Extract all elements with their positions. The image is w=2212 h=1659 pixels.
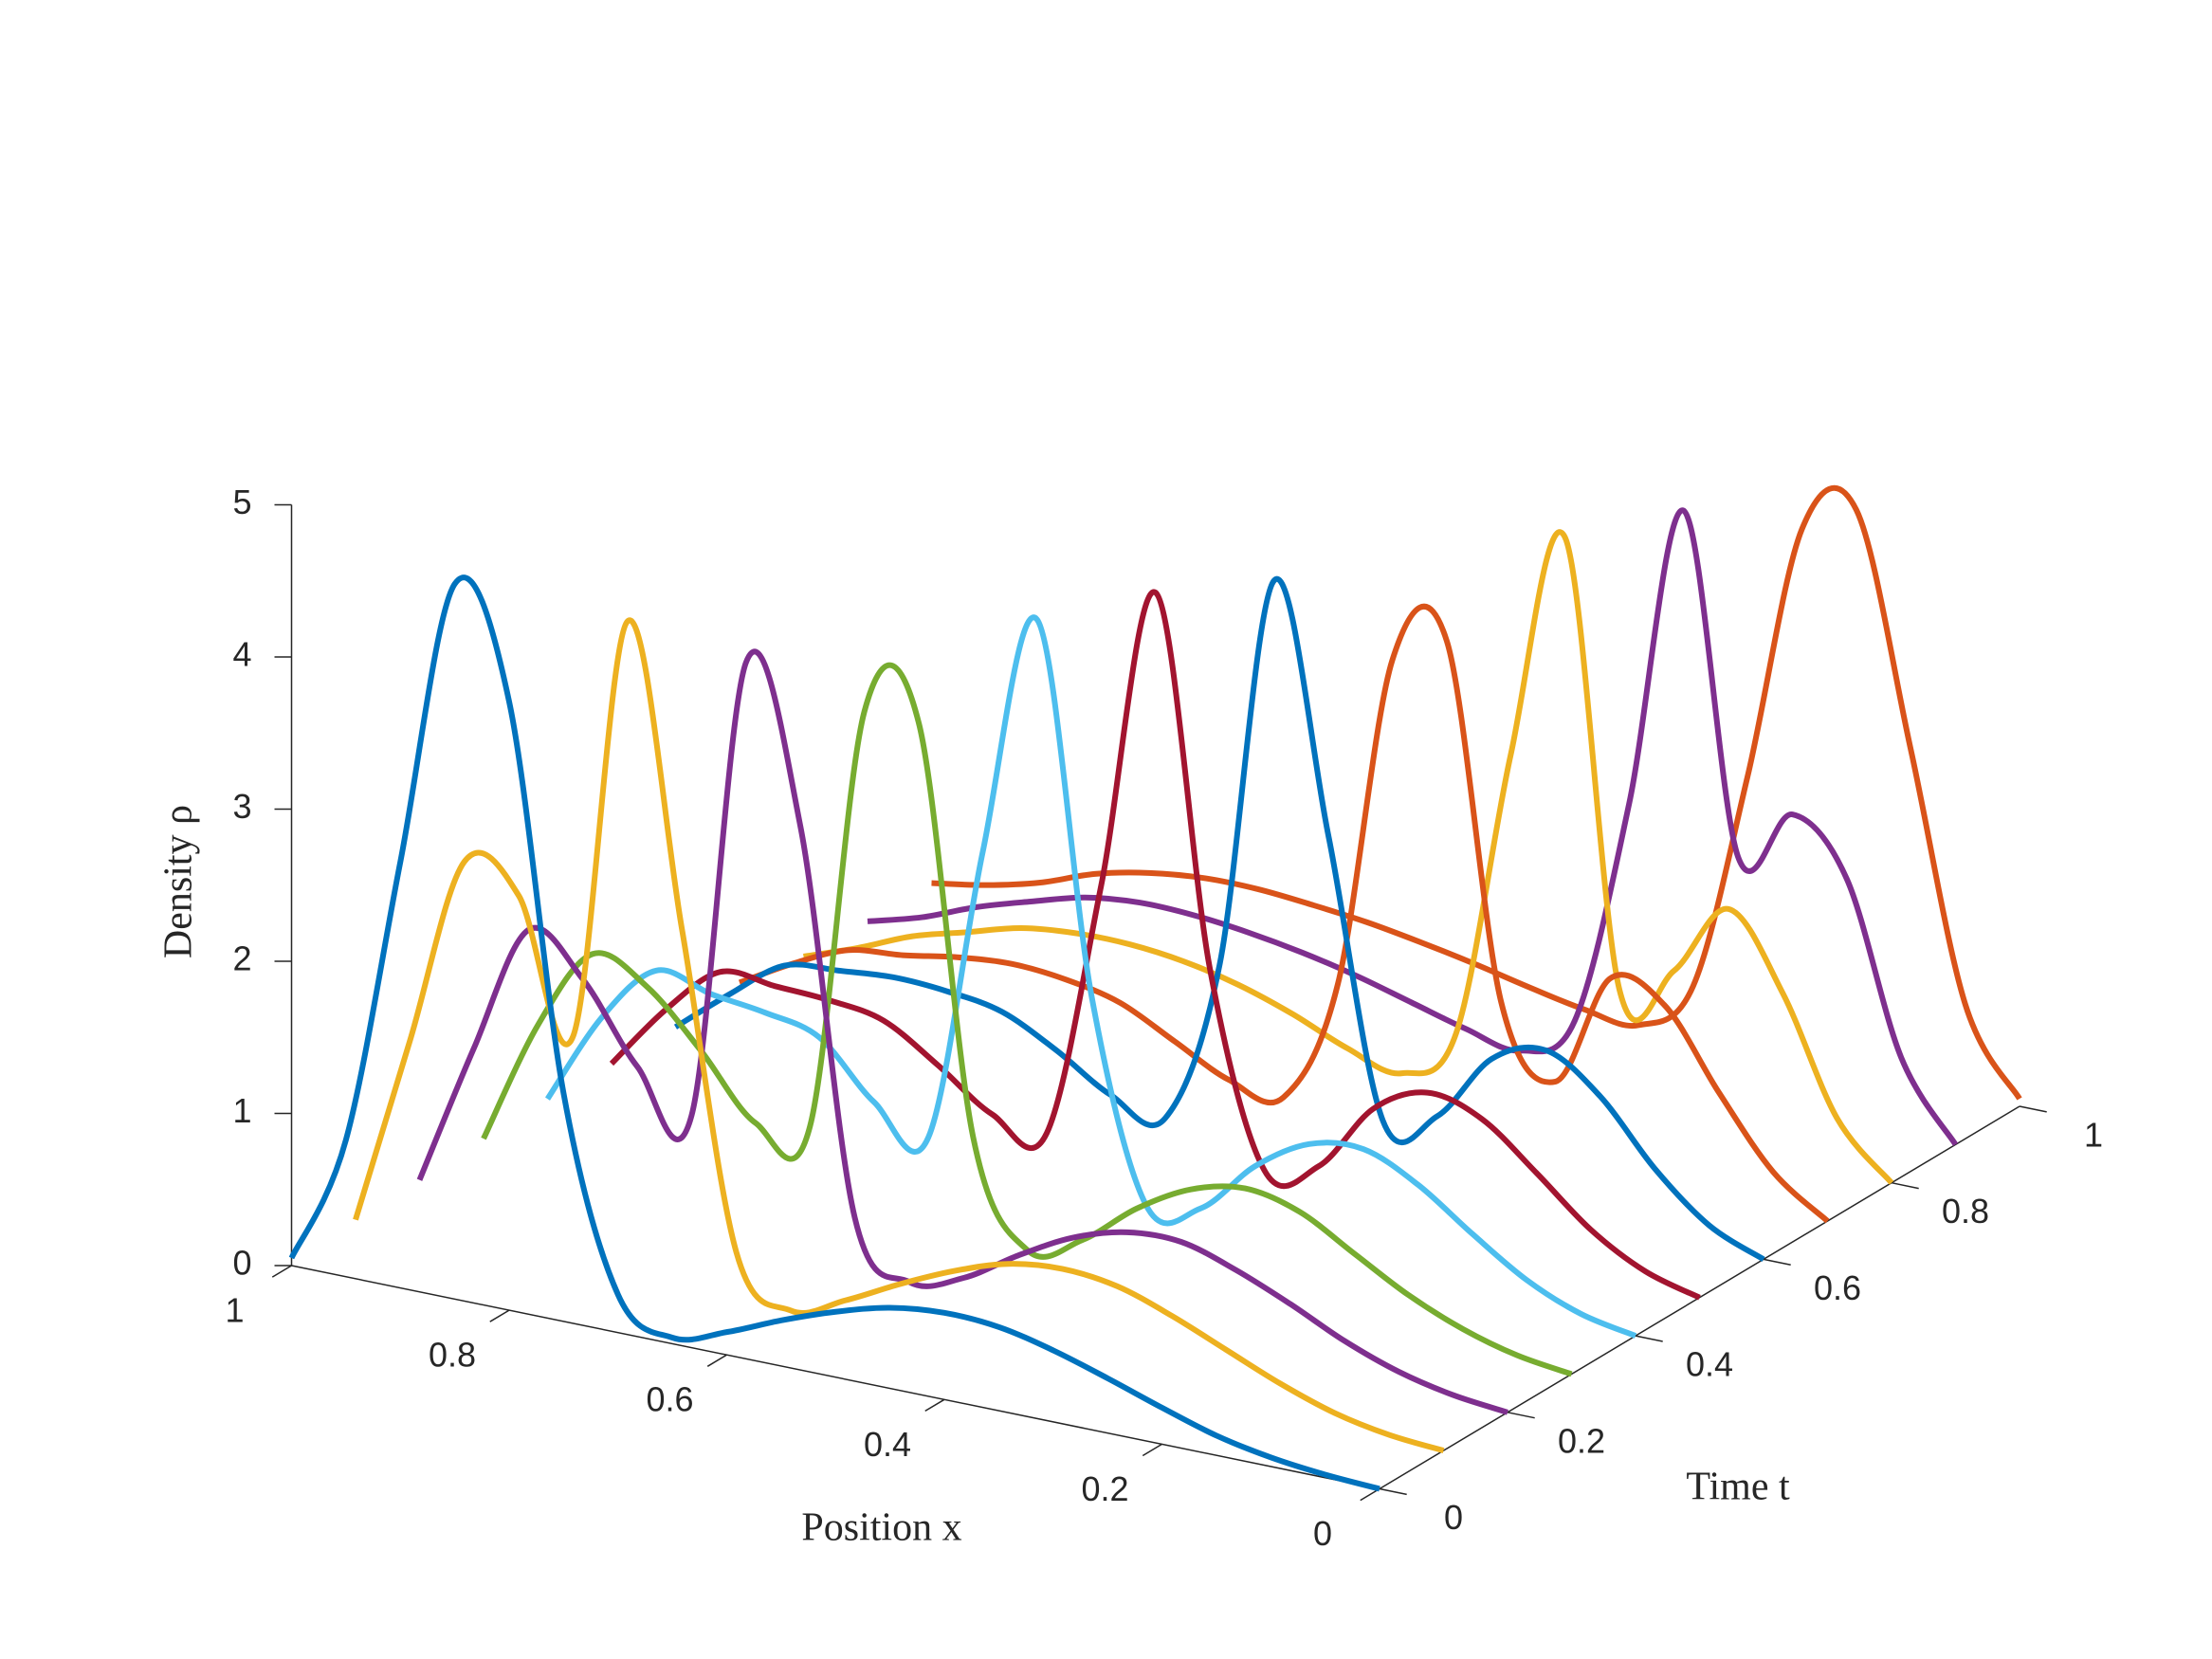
x-tick [706,1354,727,1367]
density-curve [545,614,1637,1339]
z-tick-label: 1 [232,1091,251,1130]
density-curve [738,603,1830,1224]
density-curve [931,485,2022,1101]
x-tick [271,1265,292,1278]
x-tick [1142,1443,1162,1457]
z-axis-title: Density ρ [157,805,201,958]
y-axis-title: Time t [1686,1466,1790,1509]
density-curve [481,662,1573,1377]
x-tick [489,1309,510,1322]
x-tick-label: 0.8 [429,1336,476,1375]
x-tick [924,1398,945,1413]
y-tick-label: 0.8 [1942,1192,1989,1231]
x-axis-line [291,1265,1380,1490]
y-tick-label: 0.2 [1558,1421,1605,1460]
y-tick-label: 1 [2084,1116,2103,1155]
z-tick-label: 5 [232,483,251,521]
y-tick-label: 0 [1444,1498,1463,1537]
x-tick-label: 0.6 [646,1380,693,1419]
density-curve [803,529,1894,1185]
x-tick-label: 0.2 [1081,1469,1128,1508]
x-tick-label: 1 [225,1291,244,1330]
density-curve [673,575,1765,1262]
y-tick [1891,1181,1919,1190]
x-tick-label: 0 [1313,1514,1332,1553]
x-axis-title: Position x [801,1506,961,1550]
density-curve [416,648,1508,1415]
y-tick-label: 0.4 [1686,1345,1733,1384]
y-tick [1507,1412,1535,1419]
z-tick-label: 4 [232,635,251,674]
y-tick-label: 0.6 [1814,1268,1861,1307]
y-tick [1379,1487,1407,1496]
density-curve [867,507,1959,1146]
y-tick [2019,1105,2047,1113]
density-curve [288,574,1380,1492]
y-tick [1763,1258,1791,1267]
z-tick-label: 2 [232,939,251,978]
z-tick-label: 0 [232,1244,251,1283]
x-tick-label: 0.4 [864,1425,911,1464]
density-curve [353,617,1445,1454]
y-tick [1635,1335,1663,1342]
z-tick-label: 3 [232,787,251,826]
